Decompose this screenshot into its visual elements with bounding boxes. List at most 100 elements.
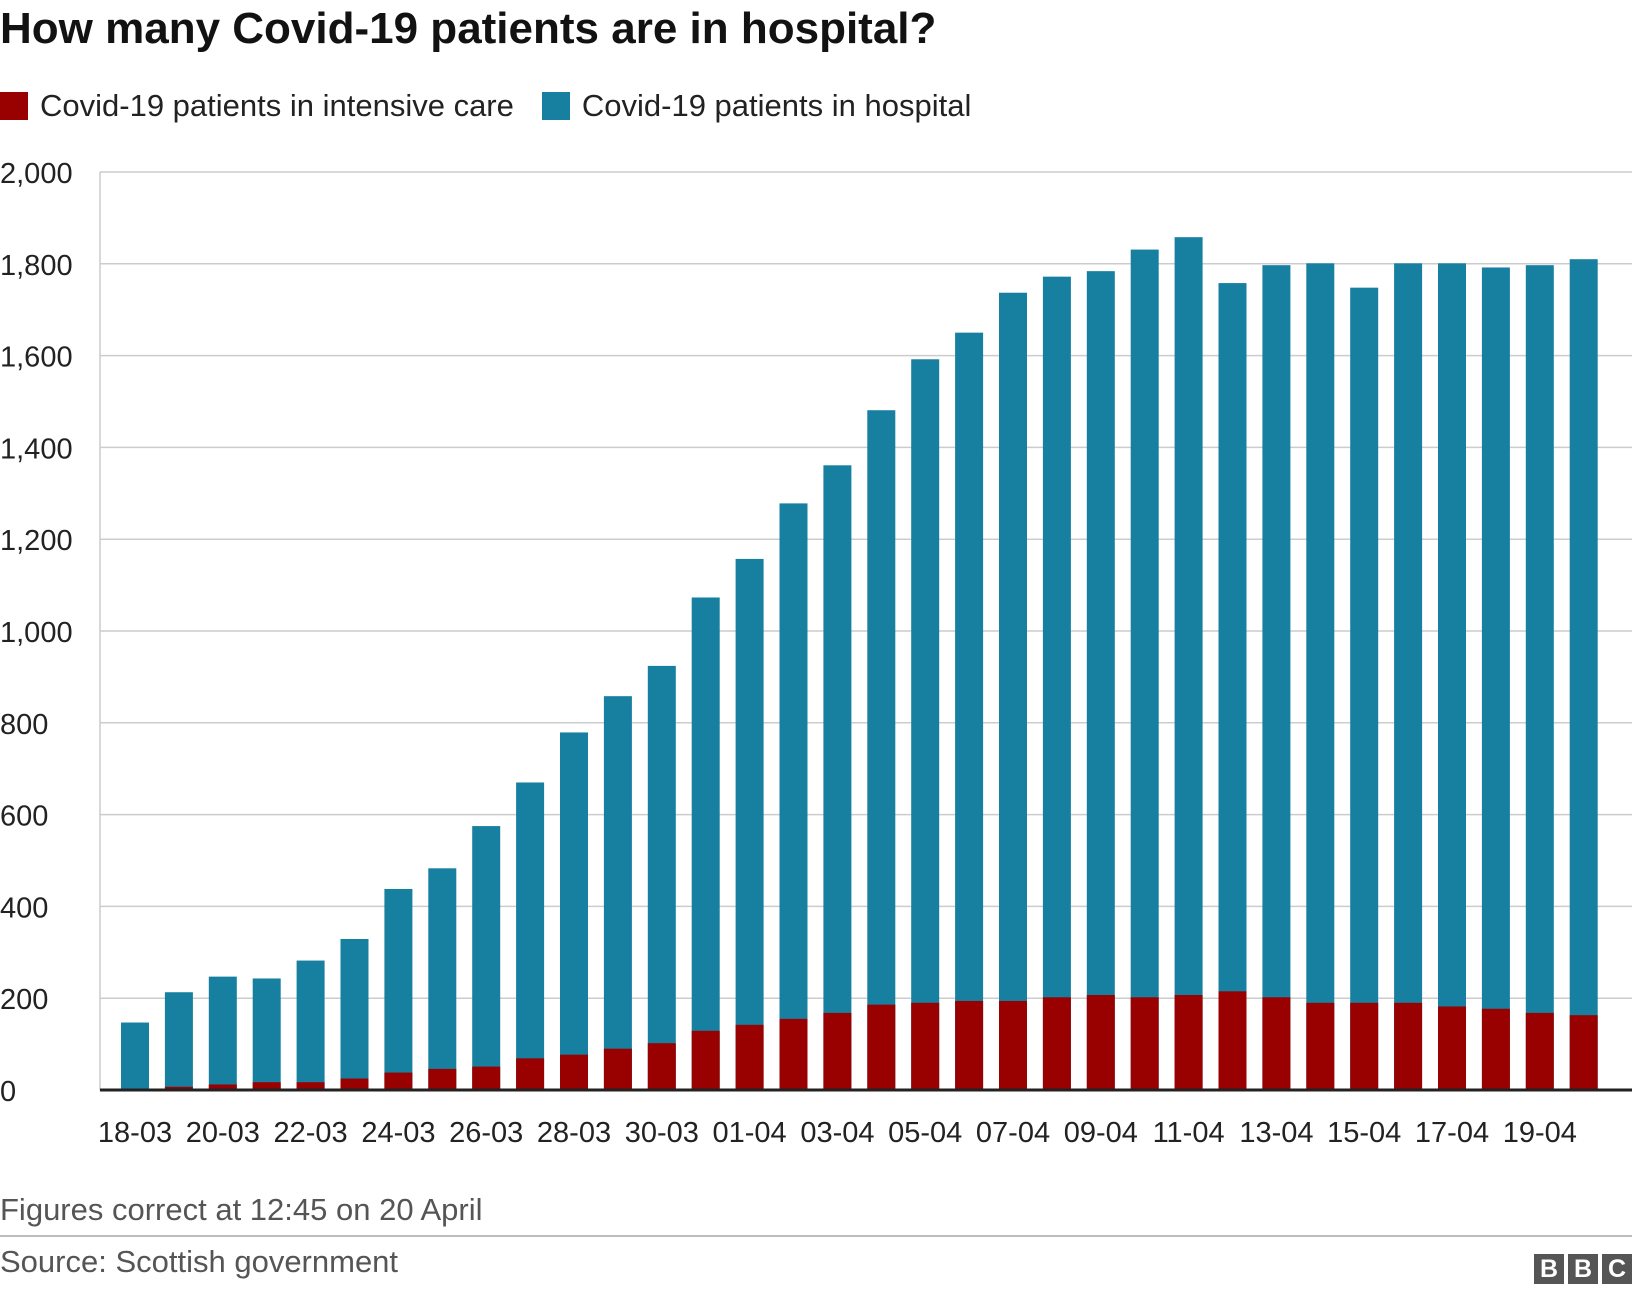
x-tick-label: 30-03 [625,1117,699,1149]
bar-hospital [1130,249,1159,1091]
bar-intensive-care [647,1043,676,1090]
bar-intensive-care [1306,1002,1335,1090]
bar-intensive-care [603,1048,632,1090]
legend-swatch-hospital [541,92,570,120]
bar-hospital [384,888,413,1090]
y-tick-label: 1,000 [0,617,73,649]
bar-intensive-care [384,1072,413,1090]
bar-hospital [472,826,501,1090]
bar-hospital [647,665,676,1090]
bar-intensive-care [779,1018,808,1090]
bar-hospital [691,597,720,1090]
bar-intensive-care [296,1082,325,1090]
bar-hospital [1306,263,1335,1090]
legend-label-intensive-care: Covid-19 patients in intensive care [40,88,514,123]
bar-hospital [516,782,545,1090]
y-tick-label: 400 [0,892,48,924]
bar-hospital [252,978,281,1090]
x-tick-label: 05-04 [888,1117,962,1149]
bar-intensive-care [1438,1006,1466,1090]
bar-intensive-care [1042,997,1071,1090]
y-tick-label: 1,200 [0,525,73,557]
bar-hospital [1481,267,1510,1090]
bar-hospital [603,696,632,1090]
bar-hospital [911,359,940,1091]
bar-intensive-care [999,1000,1027,1090]
y-tick-label: 1,400 [0,433,73,465]
y-tick-label: 2,000 [0,158,73,190]
bar-hospital [1086,271,1115,1090]
x-tick-label: 20-03 [186,1117,260,1149]
bar-hospital [1438,263,1466,1090]
x-tick-label: 22-03 [274,1117,348,1149]
bar-hospital [955,332,984,1090]
bar-intensive-care [1481,1008,1510,1090]
bar-hospital [735,558,764,1090]
bar-hospital [560,732,588,1090]
bar-hospital [121,1022,149,1090]
bar-intensive-care [823,1012,852,1090]
bar-hospital [1174,237,1203,1091]
stacked-bar-chart: 0 200 400 600 800 1,000 1,200 1,400 1,600 1,800 2,… [0,158,1632,1149]
bar-intensive-care [691,1030,720,1090]
x-tick-label: 01-04 [713,1117,787,1149]
y-tick-label: 0 [0,1076,16,1108]
x-tick-label: 17-04 [1415,1117,1489,1149]
bar-hospital [340,938,369,1090]
x-tick-label: 13-04 [1239,1117,1313,1149]
legend-label-hospital: Covid-19 patients in hospital [581,88,972,123]
bar-hospital [1525,265,1554,1090]
chart-title: How many Covid-19 patients are in hospit… [0,4,937,53]
bar-hospital [164,992,193,1090]
bar-intensive-care [1569,1015,1598,1090]
source-text: Source: Scottish government [0,1244,399,1279]
bar-intensive-care [428,1068,457,1090]
bar-intensive-care [1086,994,1115,1090]
bar-intensive-care [911,1002,940,1090]
x-tick-label: 24-03 [361,1117,435,1149]
bar-hospital [823,465,852,1090]
bbc-logo-letter: C [1602,1254,1632,1284]
bar-intensive-care [1394,1002,1423,1090]
x-tick-label: 18-03 [98,1117,172,1149]
x-tick-label: 09-04 [1064,1117,1138,1149]
footer-divider [0,1235,1632,1237]
bar-hospital [1350,287,1379,1091]
y-tick-label: 200 [0,984,48,1016]
bbc-logo-letter: B [1534,1254,1564,1284]
legend-item-hospital: Covid-19 patients in hospital [541,88,972,124]
legend: Covid-19 patients in intensive care Covi… [0,88,999,124]
bar-intensive-care [1130,997,1159,1090]
bar-intensive-care [164,1086,193,1090]
x-tick-label: 07-04 [976,1117,1050,1149]
bar-intensive-care [252,1082,281,1090]
bar-hospital [1042,276,1071,1091]
bar-intensive-care [208,1084,237,1090]
bar-intensive-care [472,1066,501,1090]
y-tick-label: 600 [0,801,48,833]
bar-intensive-care [1174,994,1203,1090]
bar-hospital [296,960,325,1090]
bar-intensive-care [1218,991,1247,1090]
bar-intensive-care [735,1024,764,1090]
bar-intensive-care [1525,1012,1554,1090]
bar-hospital [1394,263,1423,1090]
bar-intensive-care [867,1004,896,1090]
bar-intensive-care [516,1058,545,1090]
bar-intensive-care [1262,997,1291,1090]
legend-item-intensive-care: Covid-19 patients in intensive care [0,88,514,124]
x-tick-label: 03-04 [800,1117,874,1149]
bar-hospital [1218,283,1247,1090]
y-tick-label: 800 [0,709,48,741]
bar-intensive-care [560,1054,588,1090]
bar-intensive-care [1350,1002,1379,1090]
bar-hospital [1569,259,1598,1091]
bar-intensive-care [340,1078,369,1090]
bar-hospital [1262,265,1291,1090]
bar-hospital [208,976,237,1090]
figures-note: Figures correct at 12:45 on 20 April [0,1192,483,1227]
bar-hospital [779,503,808,1090]
x-tick-label: 15-04 [1327,1117,1401,1149]
bbc-logo-letter: B [1568,1254,1598,1284]
bar-hospital [867,410,896,1090]
